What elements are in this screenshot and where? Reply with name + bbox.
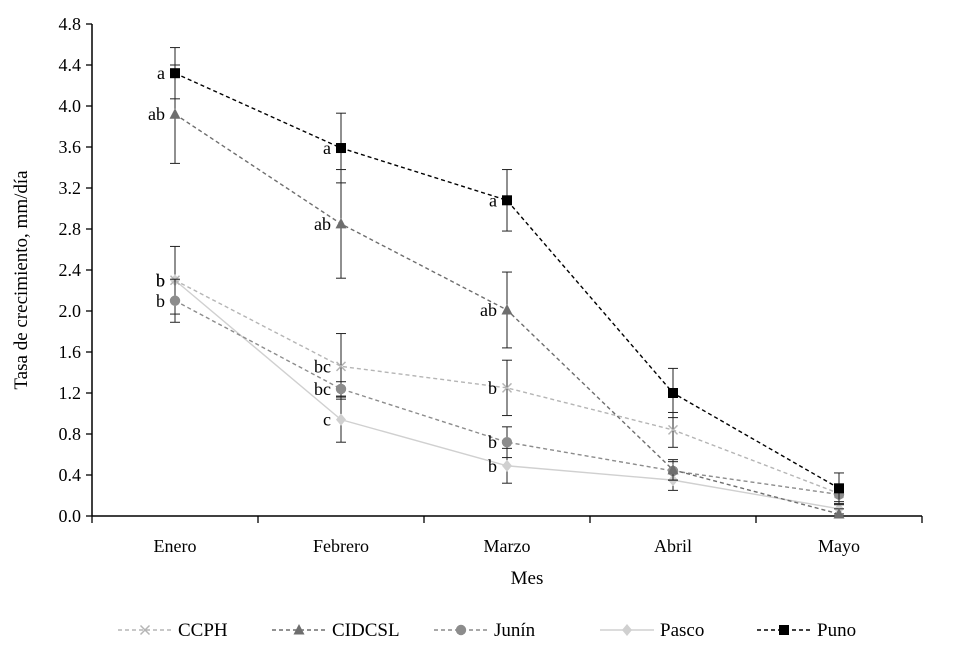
y-tick-label: 2.8: [59, 219, 82, 239]
data-point: [667, 424, 679, 435]
legend-label: Junín: [494, 620, 536, 641]
data-point: [501, 382, 513, 393]
legend-label: Puno: [817, 620, 856, 641]
data-label: b: [156, 291, 165, 311]
data-point: [335, 383, 347, 395]
data-label: ab: [314, 214, 331, 234]
data-point: [169, 295, 181, 306]
data-label: a: [157, 63, 165, 83]
data-label: b: [488, 432, 497, 452]
data-point: [335, 217, 347, 229]
series-pasco: bcb: [156, 245, 844, 515]
data-label: c: [323, 410, 331, 430]
data-point: [335, 361, 347, 372]
legend-item-junín: Junín: [434, 620, 536, 641]
y-tick-label: 1.6: [59, 342, 82, 362]
legend-item-cidcsl: CIDCSL: [272, 620, 400, 641]
data-label: ab: [148, 104, 165, 124]
x-tick-label: Marzo: [484, 536, 531, 556]
data-label: bc: [314, 379, 331, 399]
legend-label: CCPH: [178, 620, 228, 641]
data-point: [170, 68, 180, 79]
data-point: [169, 108, 181, 119]
data-label: b: [488, 378, 497, 398]
y-tick-label: 0.4: [59, 465, 82, 485]
x-tick-label: Febrero: [313, 536, 369, 556]
legend-marker: [293, 624, 305, 635]
y-tick-label: 4.8: [59, 14, 82, 34]
legend-label: Pasco: [660, 620, 704, 641]
data-label: bc: [314, 356, 331, 376]
data-point: [501, 437, 513, 448]
legend-item-ccph: CCPH: [118, 620, 228, 641]
y-axis-label: Tasa de crecimiento, mm/día: [11, 170, 32, 390]
data-point: [336, 143, 346, 154]
data-label: a: [489, 190, 497, 210]
legend-item-puno: Puno: [757, 620, 856, 641]
legend-label: CIDCSL: [332, 620, 400, 641]
y-tick-label: 0.0: [59, 506, 82, 526]
legend-marker: [139, 624, 151, 636]
y-tick-label: 1.2: [59, 383, 82, 403]
x-tick-label: Enero: [154, 536, 197, 556]
data-label: b: [156, 270, 165, 290]
legend-marker: [455, 624, 467, 636]
x-tick-label: Abril: [654, 536, 692, 556]
data-point: [502, 459, 512, 472]
y-tick-label: 0.8: [59, 424, 82, 444]
x-axis-label: Mes: [511, 568, 544, 589]
series-line: [174, 279, 840, 495]
series-puno: a a a: [157, 47, 844, 505]
y-tick-label: 2.4: [59, 260, 82, 280]
x-axis: Enero Febrero Marzo Abril Mayo: [91, 515, 923, 556]
data-label: ab: [480, 300, 497, 320]
legend: CCPH CIDCSL Junín Pasco Puno: [118, 620, 856, 641]
data-point: [667, 463, 679, 475]
x-tick-label: Mayo: [818, 536, 860, 556]
data-point: [336, 413, 346, 426]
y-tick-label: 4.0: [59, 96, 82, 116]
y-tick-label: 2.0: [59, 301, 82, 321]
y-axis: 0.0 0.4 0.8 1.2 1.6 2.0 2.4 2.8 3.2 3.6 4.0 4.4 4.8: [59, 14, 93, 526]
data-label: b: [156, 270, 165, 290]
data-point: [833, 507, 845, 519]
data-point: [502, 195, 512, 206]
series-line: [174, 72, 840, 489]
data-point: [668, 388, 678, 398]
legend-marker: [622, 624, 632, 636]
data-point: [501, 303, 513, 315]
data-point: [834, 483, 844, 494]
y-tick-label: 3.6: [59, 137, 82, 157]
y-tick-label: 4.4: [59, 55, 82, 75]
legend-marker: [779, 625, 789, 635]
y-tick-label: 3.2: [59, 178, 82, 198]
data-label: a: [323, 138, 331, 158]
legend-item-pasco: Pasco: [600, 620, 704, 641]
data-label: b: [488, 456, 497, 476]
